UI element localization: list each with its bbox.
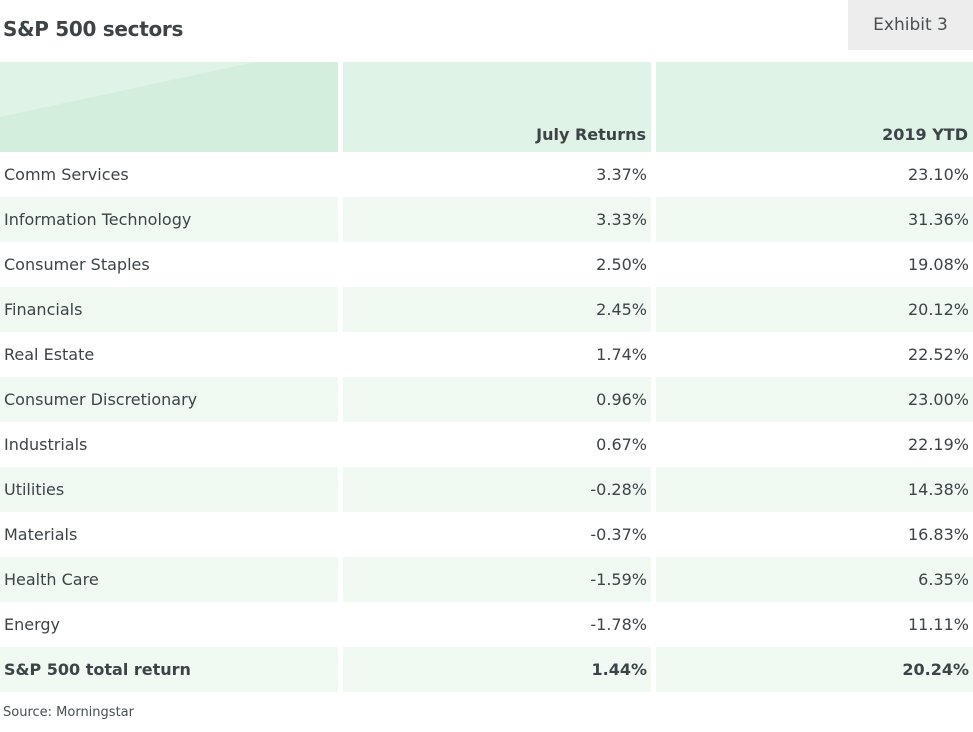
sector-name-cell: Information Technology bbox=[0, 197, 338, 242]
header-july-returns: July Returns bbox=[343, 62, 651, 152]
page-title: S&P 500 sectors bbox=[3, 17, 184, 41]
sector-name-cell: S&P 500 total return bbox=[0, 647, 338, 692]
ytd-return-cell: 19.08% bbox=[907, 255, 969, 274]
table-row: Materials -0.37% 16.83% bbox=[0, 512, 973, 557]
ytd-return-cell: 22.52% bbox=[907, 345, 969, 364]
total-row: S&P 500 total return 1.44% 20.24% bbox=[0, 647, 973, 692]
table-header-row: July Returns 2019 YTD bbox=[0, 62, 973, 152]
ytd-return-cell: 16.83% bbox=[907, 525, 969, 544]
table-row: Comm Services 3.37% 23.10% bbox=[0, 152, 973, 197]
table-row: Consumer Staples 2.50% 19.08% bbox=[0, 242, 973, 287]
sector-name-cell: Materials bbox=[4, 525, 78, 544]
column-header: July Returns bbox=[536, 125, 646, 144]
july-return-cell: 3.33% bbox=[343, 197, 651, 242]
table-row: Consumer Discretionary 0.96% 23.00% bbox=[0, 377, 973, 422]
exhibit-badge: Exhibit 3 bbox=[848, 0, 973, 50]
ytd-return-cell: 23.00% bbox=[656, 377, 973, 422]
july-return-cell: 1.74% bbox=[596, 345, 647, 364]
sector-name-cell: Real Estate bbox=[4, 345, 95, 364]
july-return-cell: 0.96% bbox=[343, 377, 651, 422]
sector-name-cell: Health Care bbox=[0, 557, 338, 602]
ytd-return-cell: 6.35% bbox=[656, 557, 973, 602]
july-return-cell: -0.28% bbox=[343, 467, 651, 512]
july-return-cell: -1.59% bbox=[343, 557, 651, 602]
sector-name-cell: Consumer Staples bbox=[4, 255, 150, 274]
july-return-cell: 2.50% bbox=[596, 255, 647, 274]
table-body: Comm Services 3.37% 23.10% Information Tech… bbox=[0, 152, 973, 692]
ytd-return-cell: 22.19% bbox=[907, 435, 969, 454]
sector-name-cell: Financials bbox=[0, 287, 338, 332]
table-row: Real Estate 1.74% 22.52% bbox=[0, 332, 973, 377]
ytd-return-cell: 14.38% bbox=[656, 467, 973, 512]
july-return-cell: 3.37% bbox=[596, 165, 647, 184]
july-return-cell: 1.44% bbox=[343, 647, 651, 692]
table-row: Industrials 0.67% 22.19% bbox=[0, 422, 973, 467]
july-return-cell: -1.78% bbox=[590, 615, 647, 634]
july-return-cell: -0.37% bbox=[590, 525, 647, 544]
july-return-cell: 2.45% bbox=[343, 287, 651, 332]
table-row: Financials 2.45% 20.12% bbox=[0, 287, 973, 332]
sector-name-cell: Energy bbox=[4, 615, 61, 634]
ytd-return-cell: 20.12% bbox=[656, 287, 973, 332]
table-row: Health Care -1.59% 6.35% bbox=[0, 557, 973, 602]
table-row: Utilities -0.28% 14.38% bbox=[0, 467, 973, 512]
table-row: Energy -1.78% 11.11% bbox=[0, 602, 973, 647]
sector-name-cell: Industrials bbox=[4, 435, 88, 454]
header-diagonal-decoration bbox=[0, 62, 338, 152]
july-return-cell: 0.67% bbox=[596, 435, 647, 454]
ytd-return-cell: 11.11% bbox=[907, 615, 969, 634]
sector-name-cell: Consumer Discretionary bbox=[0, 377, 338, 422]
ytd-return-cell: 23.10% bbox=[907, 165, 969, 184]
source-note: Source: Morningstar bbox=[3, 705, 134, 720]
ytd-return-cell: 20.24% bbox=[656, 647, 973, 692]
sector-name-cell: Comm Services bbox=[4, 165, 129, 184]
table-row: Information Technology 3.33% 31.36% bbox=[0, 197, 973, 242]
column-header: 2019 YTD bbox=[882, 125, 968, 144]
sector-returns-table: July Returns 2019 YTD Comm Services 3.37%… bbox=[0, 62, 973, 692]
header-corner-cell bbox=[0, 62, 338, 152]
sector-name-cell: Utilities bbox=[0, 467, 338, 512]
ytd-return-cell: 31.36% bbox=[656, 197, 973, 242]
header-2019-ytd: 2019 YTD bbox=[656, 62, 973, 152]
